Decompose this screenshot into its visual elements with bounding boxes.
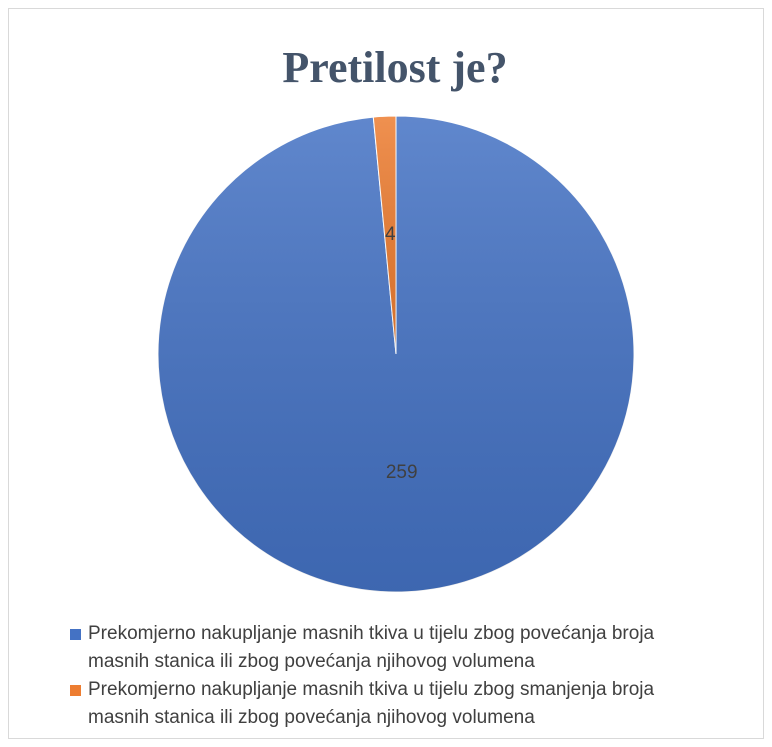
data-label: 259 (386, 462, 418, 483)
legend-item: Prekomjerno nakupljanje masnih tkiva u t… (70, 676, 710, 732)
pie: 259 4 (157, 115, 635, 593)
legend-label: Prekomjerno nakupljanje masnih tkiva u t… (88, 679, 655, 728)
legend-swatch (70, 629, 81, 640)
chart-title: Pretilost je? (282, 43, 507, 92)
legend-label: Prekomjerno nakupljanje masnih tkiva u t… (88, 623, 655, 672)
legend-item: Prekomjerno nakupljanje masnih tkiva u t… (70, 620, 710, 676)
data-label: 4 (385, 224, 396, 245)
slice-shade (373, 116, 396, 354)
legend-swatch (70, 685, 81, 696)
legend: Prekomjerno nakupljanje masnih tkiva u t… (70, 620, 710, 732)
